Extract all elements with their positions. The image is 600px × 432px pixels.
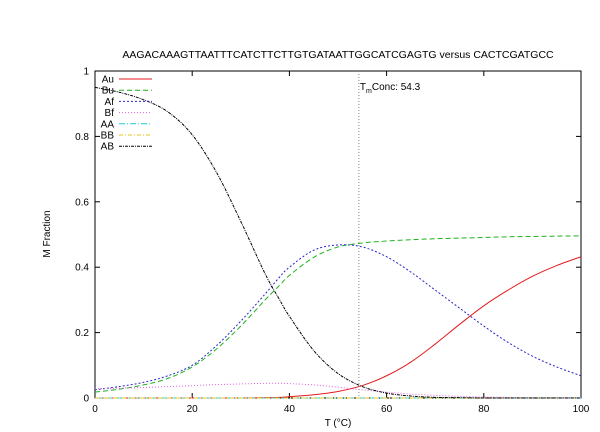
y-tick-label: 0.2 (75, 328, 89, 339)
series-line-af (94, 244, 582, 391)
x-tick-label: 40 (284, 404, 296, 415)
plot-area (94, 70, 582, 399)
x-axis-label: T (°C) (325, 418, 352, 429)
y-tick-label: 0.4 (75, 263, 89, 274)
series-line-ab (94, 86, 581, 399)
series-line-au (95, 256, 582, 399)
x-tick-label: 0 (92, 404, 98, 415)
legend-label-aa: AA (101, 119, 115, 130)
y-axis: 0 0.2 0.4 0.6 0.8 1 (75, 67, 581, 405)
series-line-bf (94, 382, 581, 399)
x-tick-label: 20 (187, 404, 199, 415)
legend-label-bf: Bf (105, 108, 115, 119)
series-lines (94, 86, 582, 399)
x-tick-label: 80 (478, 404, 490, 415)
legend-label-af: Af (105, 97, 115, 108)
tm-annotation: TmConc: 54.3 (358, 71, 421, 398)
x-tick-label: 100 (573, 404, 590, 415)
plot-frame (94, 70, 582, 399)
y-axis-label: M Fraction (42, 210, 53, 257)
legend-label-ab: AB (101, 142, 115, 153)
legend-label-bb: BB (101, 131, 115, 142)
y-tick-label: 0.8 (75, 132, 89, 143)
y-tick-label: 0 (83, 394, 89, 405)
tm-label: TmConc: 54.3 (360, 82, 421, 95)
chart-title: AAGACAAAGTTAATTTCATCTTCTTGTGATAATTGGCATC… (122, 49, 554, 61)
legend-label-au: Au (102, 75, 114, 86)
y-tick-label: 0.6 (75, 197, 89, 208)
x-axis: 0 20 40 60 80 100 (92, 71, 590, 415)
series-line-bu (94, 235, 582, 393)
y-tick-label: 1 (83, 67, 89, 78)
legend-label-bu: Bu (102, 86, 114, 97)
x-tick-label: 60 (381, 404, 393, 415)
